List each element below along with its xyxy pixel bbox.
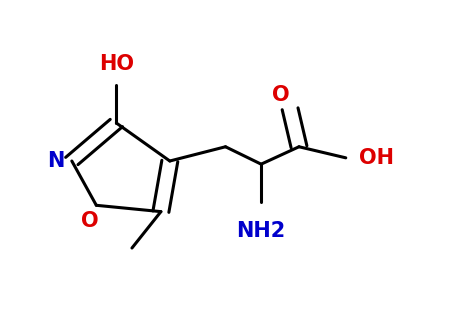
Text: OH: OH bbox=[359, 148, 394, 168]
Text: O: O bbox=[81, 211, 98, 231]
Text: N: N bbox=[46, 151, 64, 171]
Text: NH2: NH2 bbox=[236, 221, 286, 241]
Text: O: O bbox=[272, 85, 290, 105]
Text: HO: HO bbox=[99, 54, 134, 74]
